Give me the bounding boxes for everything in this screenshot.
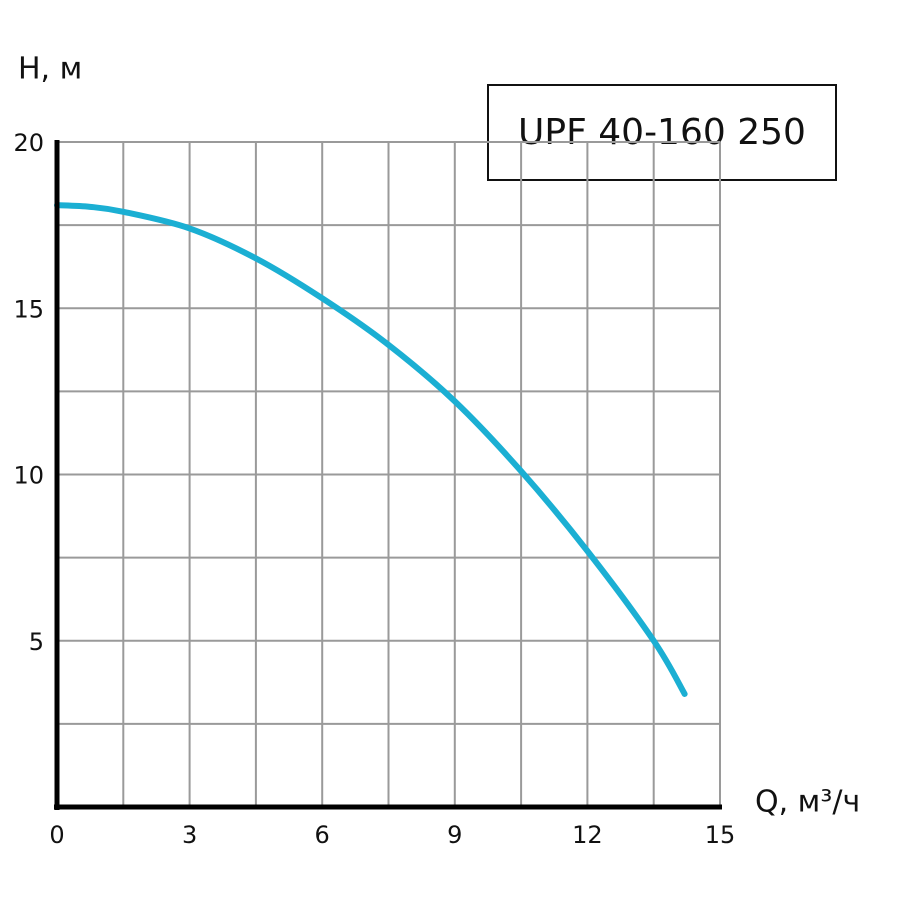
y-tick-label: 20 [13,129,44,157]
x-tick-label: 3 [182,821,197,849]
x-tick-label: 0 [49,821,64,849]
x-axis-label: Q, м³/ч [755,785,860,820]
grid [56,141,721,807]
title-box [487,84,837,181]
y-tick-label: 15 [13,295,44,323]
y-axis-label: H, м [18,52,82,87]
y-tick-label: 5 [29,628,44,656]
labels: 0 3 6 9 12 15 5 10 15 20 [13,129,735,849]
plot [54,202,688,697]
x-tick-label: 9 [447,821,462,849]
y-tick-label: 10 [13,462,44,490]
x-tick-label: 15 [705,821,736,849]
x-tick-label: 12 [572,821,603,849]
chart-title: UPF 40-160 250 [518,112,806,153]
x-tick-label: 6 [315,821,330,849]
line-series [54,202,688,697]
